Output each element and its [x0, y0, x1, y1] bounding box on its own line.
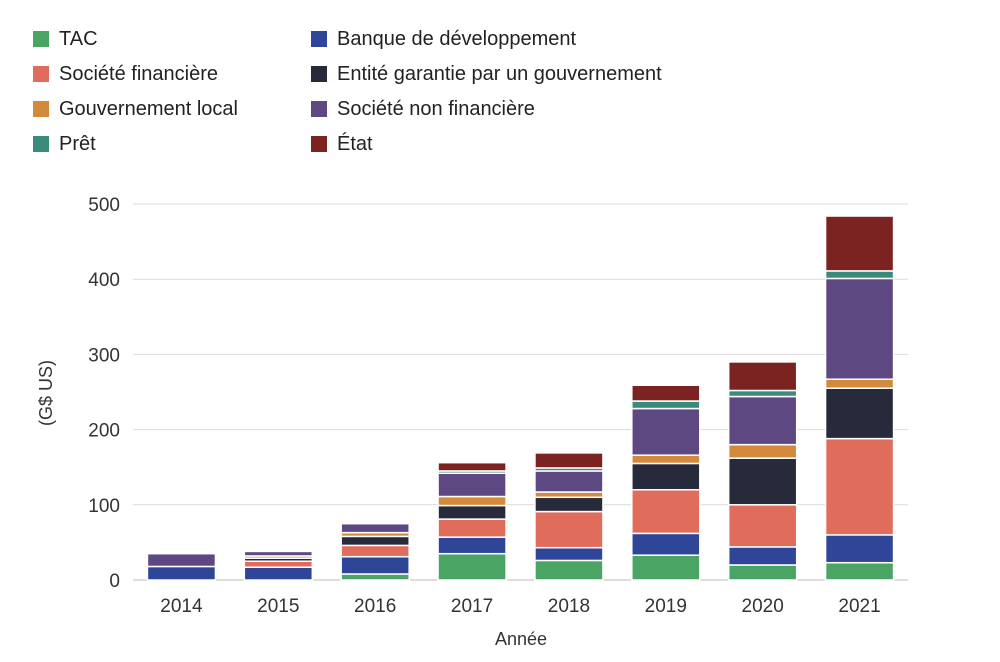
x-tick-label-2016: 2016	[354, 596, 396, 617]
legend-swatch-banque-de-developpement	[311, 31, 327, 47]
legend-swatch-societe-financiere	[33, 66, 49, 82]
legend-label-tac: TAC	[59, 27, 98, 50]
bar-2020-series-2	[727, 504, 798, 548]
bar-2018-series-0	[534, 559, 604, 581]
bar-2016-series-1	[340, 555, 410, 575]
bars	[146, 215, 895, 581]
x-axis-label: Année	[495, 629, 547, 649]
legend-swatch-tac	[33, 31, 49, 47]
legend-item-etat: État	[311, 131, 373, 157]
y-tick-label-200: 200	[88, 421, 120, 442]
bar-2017-series-5	[437, 472, 507, 498]
bar-2016-series-3	[340, 535, 410, 547]
bar-2019-series-2	[631, 489, 701, 535]
bar-2018-series-2	[534, 510, 604, 549]
bar-2016-series-5	[340, 522, 410, 534]
bar-2015-series-2	[243, 560, 314, 568]
bar-2019-series-3	[631, 462, 701, 491]
bar-2017-series-3	[437, 504, 507, 520]
bar-2021-series-3	[824, 387, 895, 440]
bar-2017-series-2	[437, 518, 507, 538]
bar-2017-series-4	[437, 495, 507, 507]
legend-label-gouvernement-local: Gouvernement local	[59, 97, 238, 120]
bar-2020-series-4	[727, 443, 798, 459]
bar-2014-series-5	[146, 552, 217, 568]
legend-item-banque-de-developpement: Banque de développement	[311, 26, 576, 52]
x-tick-labels: 2014 2015 2016 2017 2018 2019 2020 2021	[160, 596, 880, 617]
legend-item-entite-garantie: Entité garantie par un gouvernement	[311, 61, 662, 87]
legend-label-societe-non-financiere: Société non financière	[337, 97, 535, 120]
bar-2015-series-5	[243, 550, 314, 557]
bar-2017-series-0	[437, 552, 507, 581]
legend-swatch-societe-non-financiere	[311, 101, 327, 117]
bar-2021-series-4	[824, 378, 895, 389]
legend-item-pret: Prêt	[33, 131, 96, 157]
legend-item-societe-non-financiere: Société non financière	[311, 96, 535, 122]
x-tick-label-2019: 2019	[645, 596, 687, 617]
bar-2019-series-5	[631, 407, 701, 456]
bar-2019-series-4	[631, 454, 701, 465]
bar-2017-series-7	[437, 461, 507, 472]
x-tick-label-2020: 2020	[742, 596, 784, 617]
bar-2017-series-1	[437, 536, 507, 555]
bar-2016-series-2	[340, 544, 410, 558]
legend-item-societe-financiere: Société financière	[33, 61, 218, 87]
bar-2020-series-1	[727, 546, 798, 566]
legend-label-pret: Prêt	[59, 132, 96, 155]
bar-2021-series-2	[824, 437, 895, 536]
y-tick-label-300: 300	[88, 345, 120, 366]
bar-2021-series-0	[824, 561, 895, 581]
y-tick-label-100: 100	[88, 496, 120, 517]
bar-2018-series-5	[534, 470, 604, 493]
bar-2021-series-5	[824, 277, 895, 380]
bar-2019-series-1	[631, 532, 701, 556]
bar-2020-series-7	[727, 361, 798, 392]
y-tick-label-400: 400	[88, 270, 120, 291]
bar-2021-series-1	[824, 534, 895, 564]
legend-item-gouvernement-local: Gouvernement local	[33, 96, 238, 122]
y-tick-label-0: 0	[109, 571, 120, 592]
x-tick-label-2017: 2017	[451, 596, 493, 617]
legend-label-banque-de-developpement: Banque de développement	[337, 27, 577, 50]
legend-swatch-etat	[311, 136, 327, 152]
bar-2018-series-7	[534, 452, 604, 469]
bar-2019-series-0	[631, 554, 701, 581]
x-tick-label-2021: 2021	[838, 596, 880, 617]
bar-2020-series-3	[727, 457, 798, 506]
y-tick-labels: 0 100 200 300 400 500	[88, 195, 120, 592]
legend-swatch-entite-garantie	[311, 66, 327, 82]
legend-label-societe-financiere: Société financière	[59, 62, 218, 85]
legend: TAC Société financière Gouvernement loca…	[33, 26, 733, 166]
bar-2015-series-1	[243, 566, 314, 581]
y-axis-label: (G$ US)	[36, 360, 56, 426]
legend-swatch-pret	[33, 136, 49, 152]
legend-label-entite-garantie: Entité garantie par un gouvernement	[337, 62, 662, 85]
legend-swatch-gouvernement-local	[33, 101, 49, 117]
bar-2021-series-6	[824, 270, 895, 280]
bar-2018-series-4	[534, 491, 604, 499]
x-tick-label-2015: 2015	[257, 596, 299, 617]
bar-2016-series-6	[340, 521, 410, 525]
bar-2020-series-6	[727, 389, 798, 398]
bar-2019-series-6	[631, 400, 701, 410]
x-tick-label-2014: 2014	[160, 596, 203, 617]
legend-item-tac: TAC	[33, 26, 98, 52]
legend-label-etat: État	[337, 132, 373, 155]
bar-2016-series-0	[340, 573, 410, 581]
bar-2019-series-7	[631, 384, 701, 402]
x-tick-label-2018: 2018	[548, 596, 590, 617]
bar-2020-series-5	[727, 395, 798, 446]
bar-2020-series-0	[727, 564, 798, 581]
bar-2018-series-3	[534, 496, 604, 513]
bar-2014-series-1	[146, 565, 217, 581]
y-tick-label-500: 500	[88, 195, 120, 216]
bar-2018-series-1	[534, 546, 604, 562]
bar-2021-series-7	[824, 215, 895, 272]
